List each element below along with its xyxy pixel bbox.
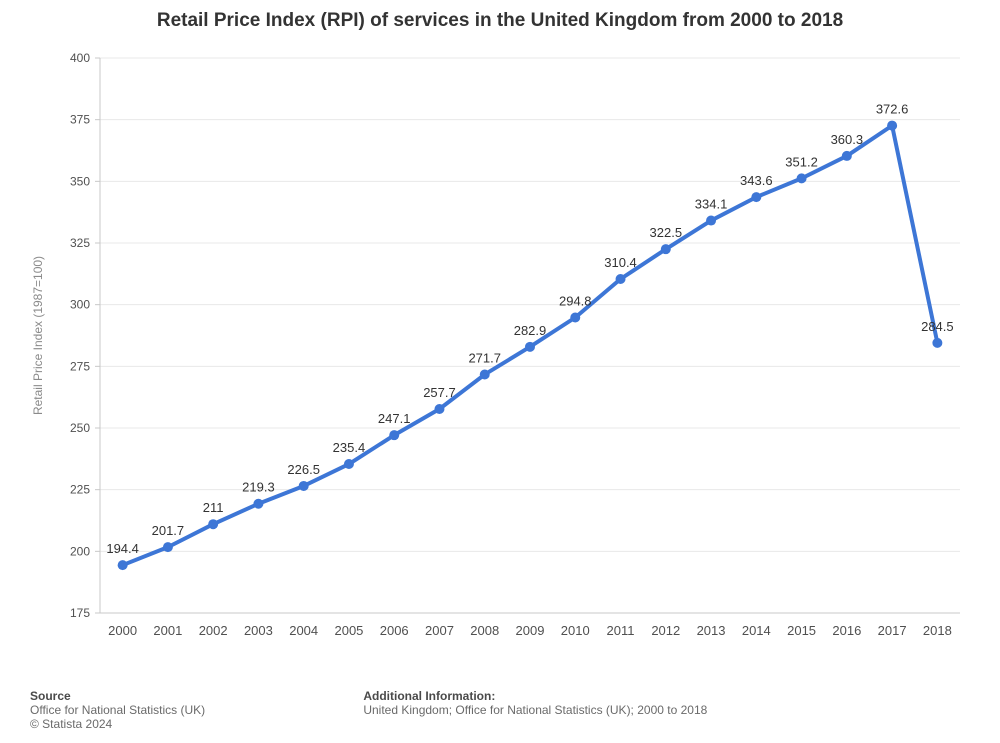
data-label: 360.3 (831, 132, 864, 147)
y-tick-label: 300 (70, 298, 90, 312)
data-point (480, 369, 490, 379)
y-tick-label: 225 (70, 483, 90, 497)
data-point (797, 173, 807, 183)
data-point (525, 342, 535, 352)
data-point (932, 338, 942, 348)
x-tick-label: 2017 (878, 623, 907, 638)
y-tick-label: 375 (70, 113, 90, 127)
data-label: 351.2 (785, 154, 818, 169)
chart-footer: Source Office for National Statistics (U… (30, 689, 970, 731)
data-point (389, 430, 399, 440)
y-tick-label: 325 (70, 236, 90, 250)
y-axis-label: Retail Price Index (1987=100) (31, 256, 45, 415)
data-label: 282.9 (514, 323, 547, 338)
y-tick-label: 350 (70, 174, 90, 188)
y-tick-label: 175 (70, 606, 90, 620)
data-label: 271.7 (468, 350, 501, 365)
x-tick-label: 2009 (516, 623, 545, 638)
x-tick-label: 2005 (334, 623, 363, 638)
data-label: 310.4 (604, 255, 637, 270)
data-point (887, 121, 897, 131)
data-point (118, 560, 128, 570)
source-line-1: Office for National Statistics (UK) (30, 703, 360, 717)
x-tick-label: 2015 (787, 623, 816, 638)
data-point (842, 151, 852, 161)
data-label: 322.5 (650, 225, 683, 240)
x-tick-label: 2012 (651, 623, 680, 638)
data-point (434, 404, 444, 414)
x-tick-label: 2016 (832, 623, 861, 638)
data-label: 284.5 (921, 319, 954, 334)
data-point (570, 312, 580, 322)
source-header: Source (30, 689, 360, 703)
x-tick-label: 2003 (244, 623, 273, 638)
data-label: 226.5 (287, 462, 320, 477)
x-tick-label: 2008 (470, 623, 499, 638)
x-tick-label: 2013 (697, 623, 726, 638)
data-label: 247.1 (378, 411, 411, 426)
data-label: 257.7 (423, 385, 456, 400)
additional-info-header: Additional Information: (363, 689, 963, 703)
data-label: 201.7 (152, 523, 185, 538)
data-point (344, 459, 354, 469)
source-line-2: © Statista 2024 (30, 717, 360, 731)
y-tick-label: 250 (70, 421, 90, 435)
x-tick-label: 2004 (289, 623, 318, 638)
x-tick-label: 2010 (561, 623, 590, 638)
data-point (661, 244, 671, 254)
data-label: 294.8 (559, 293, 592, 308)
data-label: 219.3 (242, 480, 275, 495)
x-tick-label: 2006 (380, 623, 409, 638)
x-tick-label: 2001 (153, 623, 182, 638)
x-tick-label: 2011 (607, 623, 635, 638)
y-tick-label: 200 (70, 544, 90, 558)
additional-info-line-1: United Kingdom; Office for National Stat… (363, 703, 963, 717)
data-point (253, 499, 263, 509)
data-point (208, 519, 218, 529)
data-point (751, 192, 761, 202)
data-point (163, 542, 173, 552)
data-point (616, 274, 626, 284)
y-tick-label: 400 (70, 51, 90, 65)
data-label: 372.6 (876, 102, 909, 117)
x-tick-label: 2018 (923, 623, 952, 638)
data-label: 343.6 (740, 173, 773, 188)
data-point (706, 216, 716, 226)
data-label: 211 (203, 500, 224, 515)
data-label: 194.4 (106, 541, 139, 556)
chart-title: Retail Price Index (RPI) of services in … (0, 10, 1000, 32)
x-tick-label: 2002 (199, 623, 228, 638)
chart-area: 175 200 225 250 275 300 325 350 375 400 2000 2001 20… (0, 48, 1000, 668)
x-tick-label: 2014 (742, 623, 771, 638)
data-label: 235.4 (333, 440, 366, 455)
data-label: 334.1 (695, 197, 728, 212)
x-tick-label: 2007 (425, 623, 454, 638)
y-tick-label: 275 (70, 359, 90, 373)
data-point (299, 481, 309, 491)
x-tick-label: 2000 (108, 623, 137, 638)
